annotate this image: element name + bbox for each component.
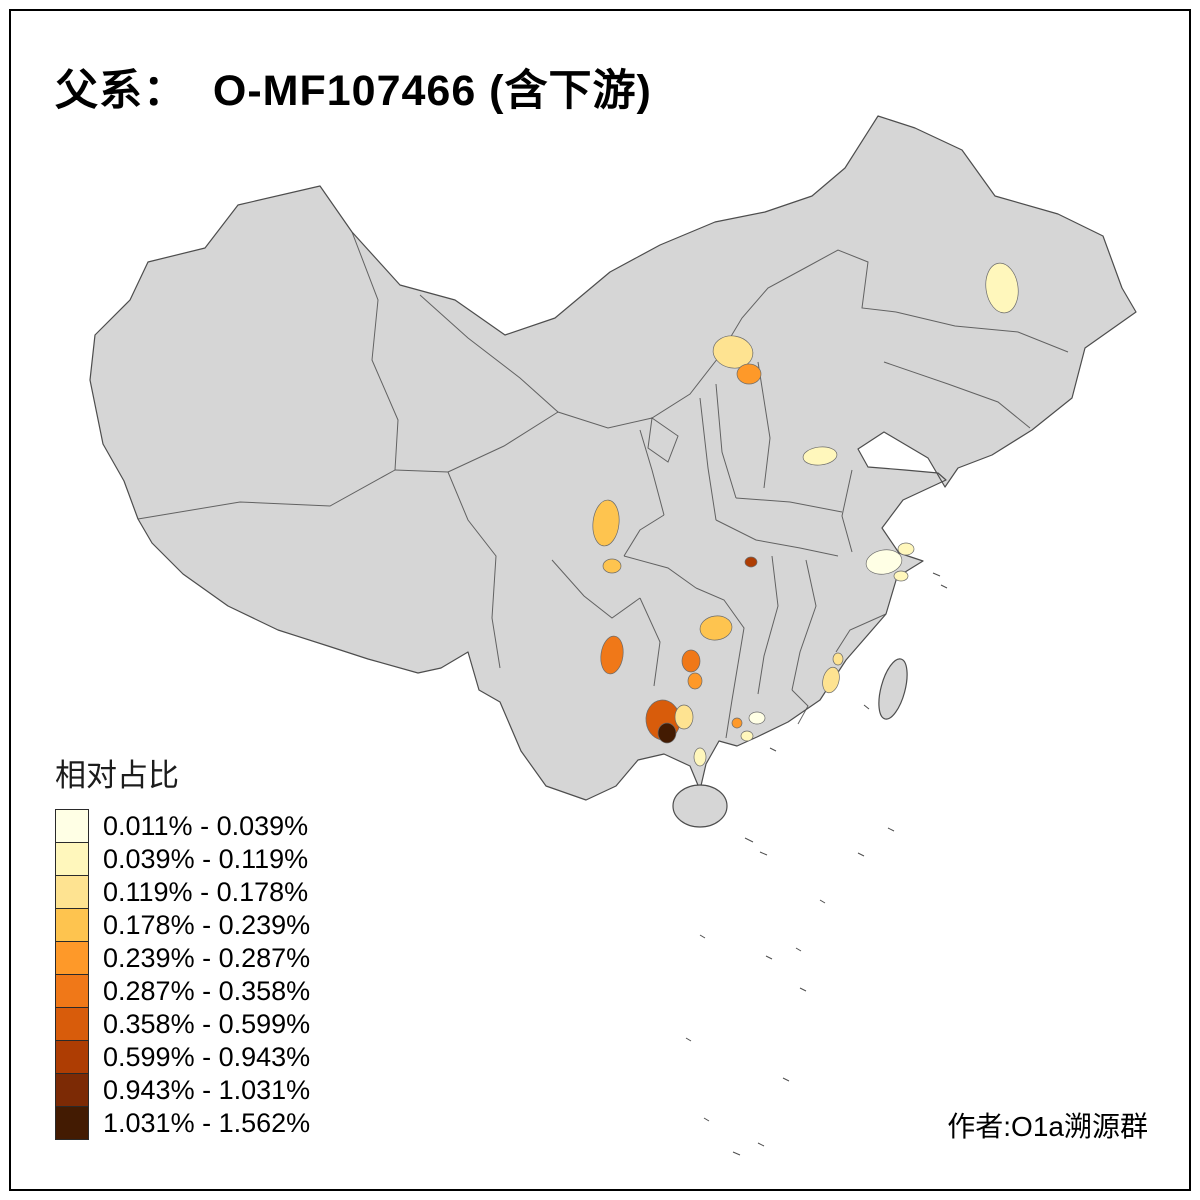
legend-label-1: 0.039% - 0.119% — [103, 843, 309, 874]
legend-row-0: 0.011% - 0.039% — [55, 809, 310, 843]
north-henan-pale-highlight — [802, 446, 838, 466]
guangdong-pale-a-highlight — [748, 711, 766, 725]
legend-row-9: 1.031% - 1.562% — [55, 1106, 310, 1140]
guizhou-patch-highlight — [699, 615, 733, 641]
province-borders — [137, 231, 1069, 739]
fujian-coast-highlight — [822, 666, 840, 694]
legend-swatch-3 — [55, 908, 89, 942]
inner-mongolia-pale-highlight — [712, 335, 754, 369]
jiangsu-south-pale-highlight — [897, 542, 915, 556]
page-title: 父系： O-MF107466 (含下游) — [55, 67, 652, 115]
legend-row-5: 0.287% - 0.358% — [55, 974, 310, 1008]
fujian-north-highlight — [832, 652, 844, 666]
legend-label-4: 0.239% - 0.287% — [103, 942, 311, 973]
yunnan-east-highlight — [600, 635, 624, 675]
legend-swatch-7 — [55, 1040, 89, 1074]
highlighted-prefectures — [592, 262, 1019, 767]
south-china-sea-islets — [685, 572, 948, 1156]
legend-swatch-6 — [55, 1007, 89, 1041]
taiwan-island — [878, 658, 908, 720]
legend-swatch-0 — [55, 809, 89, 843]
legend-items: 0.011% - 0.039% 0.039% - 0.119% 0.119% - 0… — [55, 809, 310, 1140]
legend-row-8: 0.943% - 1.031% — [55, 1073, 310, 1107]
legend-swatch-9 — [55, 1106, 89, 1140]
guangdong-west-dot-highlight — [731, 717, 743, 729]
legend-swatch-1 — [55, 842, 89, 876]
heilongjiang-patch-highlight — [985, 262, 1019, 314]
legend-label-5: 0.287% - 0.358% — [103, 975, 311, 1006]
legend-label-3: 0.178% - 0.239% — [103, 909, 311, 940]
legend-swatch-8 — [55, 1073, 89, 1107]
legend-label-2: 0.119% - 0.178% — [103, 876, 309, 907]
legend-swatch-4 — [55, 941, 89, 975]
legend-row-7: 0.599% - 0.943% — [55, 1040, 310, 1074]
inner-mongolia-orange-highlight — [736, 363, 762, 385]
legend-label-9: 1.031% - 1.562% — [103, 1107, 311, 1138]
legend-label-0: 0.011% - 0.039% — [103, 810, 309, 841]
shanghai-cream-highlight — [865, 549, 903, 575]
guangxi-southeast-pale-highlight — [674, 704, 694, 730]
legend-label-8: 0.943% - 1.031% — [103, 1074, 311, 1105]
guangxi-north-highlight — [681, 649, 701, 673]
hubei-dark-dot-highlight — [744, 556, 758, 568]
china-mainland — [89, 115, 1137, 801]
hainan-island — [672, 784, 728, 828]
sichuan-north-highlight — [592, 499, 620, 547]
legend-swatch-2 — [55, 875, 89, 909]
leizhou-pale-highlight — [693, 747, 707, 767]
author-credit: 作者:O1a溯源群 — [947, 1111, 1148, 1142]
legend-row-4: 0.239% - 0.287% — [55, 941, 310, 975]
legend: 相对占比 0.011% - 0.039% 0.039% - 0.119% 0.119… — [55, 750, 310, 1140]
legend-row-2: 0.119% - 0.178% — [55, 875, 310, 909]
legend-row-3: 0.178% - 0.239% — [55, 908, 310, 942]
legend-row-1: 0.039% - 0.119% — [55, 842, 310, 876]
zhejiang-north-pale-highlight — [893, 570, 909, 582]
legend-label-6: 0.358% - 0.599% — [103, 1008, 311, 1039]
guangxi-southwest-core-highlight — [657, 722, 677, 744]
sichuan-south-highlight — [602, 558, 622, 574]
legend-swatch-5 — [55, 974, 89, 1008]
guangxi-mid-highlight — [687, 672, 703, 690]
guangdong-pale-b-highlight — [740, 730, 754, 742]
legend-title: 相对占比 — [55, 758, 179, 793]
legend-row-6: 0.358% - 0.599% — [55, 1007, 310, 1041]
legend-label-7: 0.599% - 0.943% — [103, 1041, 311, 1072]
